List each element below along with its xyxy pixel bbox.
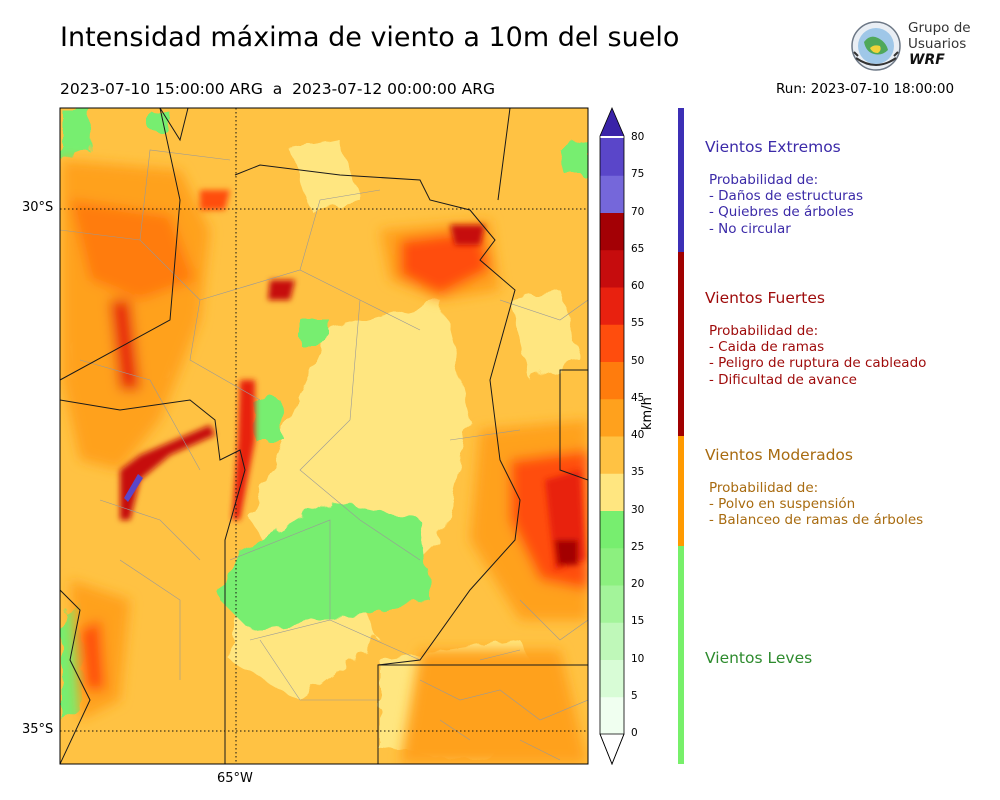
band-leves bbox=[678, 546, 684, 764]
colorbar-tick-label: 70 bbox=[631, 205, 645, 218]
colorbar-segment bbox=[600, 622, 624, 660]
lon-label-65w: 65°W bbox=[217, 771, 253, 786]
category-line: - No circular bbox=[709, 220, 791, 237]
colorbar-tick-label: 25 bbox=[631, 540, 645, 553]
lat-label-35s: 35°S bbox=[22, 722, 54, 737]
political-boundaries bbox=[60, 108, 588, 764]
category-line: - Polvo en suspensión bbox=[709, 496, 856, 513]
category-title-leves: Vientos Leves bbox=[705, 649, 813, 667]
colorbar-tick-label: 80 bbox=[631, 131, 645, 143]
colorbar-tick-label: 0 bbox=[631, 727, 638, 739]
colorbar-outline bbox=[599, 106, 625, 766]
colorbar-tick-label: 60 bbox=[631, 280, 645, 292]
colorbar-segment bbox=[600, 585, 624, 623]
colorbar-tick-label: 5 bbox=[631, 689, 638, 702]
colorbar bbox=[599, 106, 625, 766]
band-fuertes bbox=[678, 252, 684, 436]
category-title-extremos: Vientos Extremos bbox=[705, 138, 841, 156]
colorbar-tick-label: 15 bbox=[631, 615, 645, 628]
logo-line-2: Usuarios bbox=[908, 36, 967, 52]
colorbar-segment bbox=[600, 138, 624, 176]
colorbar-segment bbox=[600, 696, 624, 735]
grupo-wrf-logo: Grupo de Usuarios WRF bbox=[848, 18, 978, 74]
category-line: Probabilidad de: bbox=[709, 172, 819, 188]
category-body-moderados: Probabilidad de: - Polvo en suspensión -… bbox=[709, 480, 923, 529]
colorbar-tick-label: 45 bbox=[631, 391, 645, 404]
colorbar-segment bbox=[600, 510, 624, 549]
band-extremos bbox=[678, 108, 684, 252]
colorbar-segment bbox=[600, 212, 624, 251]
colorbar-tick-label: 35 bbox=[631, 466, 645, 479]
colorbar-tick-label: 40 bbox=[631, 429, 645, 441]
logo-line-3: WRF bbox=[909, 52, 945, 68]
logo-line-1: Grupo de bbox=[908, 20, 971, 36]
category-body-fuertes: Probabilidad de: - Caida de ramas - Peli… bbox=[709, 323, 926, 388]
forecast-period: 2023-07-10 15:00:00 ARG a 2023-07-12 00:… bbox=[60, 80, 496, 98]
colorbar-extend-arrow bbox=[600, 108, 624, 136]
colorbar-segment bbox=[600, 175, 624, 213]
colorbar-tick-label: 50 bbox=[631, 354, 645, 367]
category-line: - Quiebres de árboles bbox=[709, 204, 854, 221]
category-body-extremos: Probabilidad de: - Daños de estructuras … bbox=[709, 172, 863, 237]
colorbar-segment bbox=[600, 436, 624, 474]
category-line: - Balanceo de ramas de árboles bbox=[709, 512, 924, 529]
wind-field bbox=[60, 108, 588, 764]
category-line: Probabilidad de: bbox=[709, 323, 819, 339]
globe-icon bbox=[851, 21, 901, 71]
colorbar-segment bbox=[600, 398, 624, 437]
colorbar-tick-label: 55 bbox=[631, 317, 645, 330]
colorbar-tick-label: 10 bbox=[631, 652, 645, 665]
run-time: Run: 2023-07-10 18:00:00 bbox=[776, 81, 955, 97]
colorbar-segment bbox=[600, 249, 624, 288]
colorbar-tick-label: 65 bbox=[631, 242, 645, 255]
category-line: - Daños de estructuras bbox=[709, 188, 864, 205]
page-title: Intensidad máxima de viento a 10m del su… bbox=[60, 22, 680, 53]
colorbar-tick-label: 75 bbox=[631, 168, 645, 181]
colorbar-tick-label: 30 bbox=[631, 503, 645, 516]
colorbar-segment bbox=[600, 361, 624, 400]
colorbar-segment bbox=[600, 324, 624, 362]
category-line: - Dificultad de avance bbox=[709, 371, 857, 388]
category-title-fuertes: Vientos Fuertes bbox=[705, 289, 825, 307]
category-line: - Peligro de ruptura de cableado bbox=[709, 355, 927, 372]
colorbar-segment bbox=[600, 287, 624, 325]
category-title-moderados: Vientos Moderados bbox=[705, 446, 853, 464]
colorbar-segment bbox=[600, 659, 624, 698]
band-moderados bbox=[678, 436, 684, 546]
colorbar-tick-label: 20 bbox=[631, 578, 645, 590]
colorbar-segment bbox=[600, 547, 624, 586]
lat-label-30s: 30°S bbox=[22, 200, 54, 215]
colorbar-segment bbox=[600, 473, 624, 511]
category-line: - Caida de ramas bbox=[709, 339, 825, 356]
colorbar-bottom-cap bbox=[599, 733, 625, 766]
colorbar-unit: km/h bbox=[640, 397, 655, 430]
graticule bbox=[60, 108, 588, 764]
wind-map bbox=[59, 107, 589, 765]
category-line: Probabilidad de: bbox=[709, 480, 819, 496]
colorbar-segments bbox=[600, 138, 624, 735]
